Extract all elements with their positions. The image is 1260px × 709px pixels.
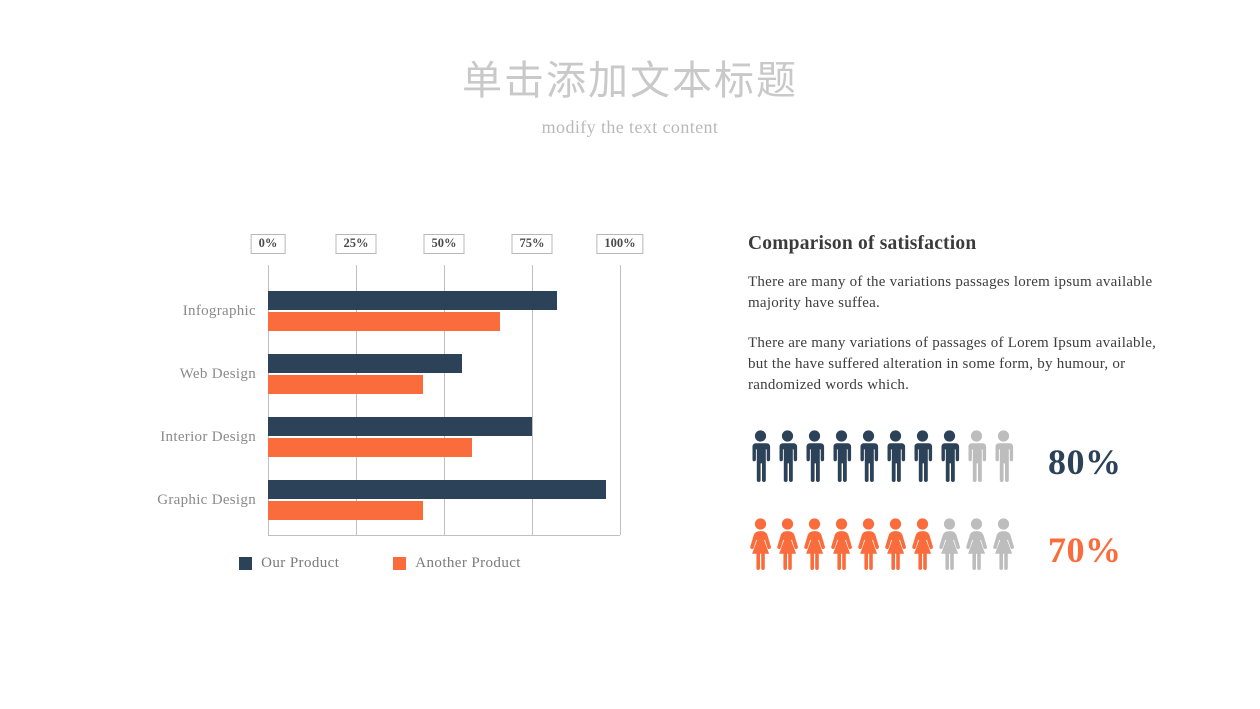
category-label-2: Interior Design [160, 429, 256, 445]
bar-group: Interior Design [160, 417, 620, 457]
person-man-icon [937, 430, 962, 487]
person-man-icon [775, 430, 800, 487]
pictogram-figures-men [748, 430, 1016, 487]
category-label-3: Graphic Design [157, 492, 256, 508]
gridline-2 [444, 265, 445, 535]
legend-item-1[interactable]: Another Product [393, 555, 521, 572]
person-woman-icon [775, 518, 800, 575]
person-man-icon [856, 430, 881, 487]
panel-heading: Comparison of satisfaction [748, 233, 977, 254]
legend-item-0[interactable]: Our Product [239, 555, 339, 572]
person-woman-icon [883, 518, 908, 575]
bar-another-product [268, 375, 423, 394]
gridline-1 [356, 265, 357, 535]
panel-paragraph-2: There are many variations of passages of… [748, 335, 1157, 393]
person-woman-icon [991, 518, 1016, 575]
legend-label: Our Product [261, 555, 340, 571]
pictogram-percent-women: 70% [1048, 530, 1122, 570]
legend-swatch-icon [393, 557, 407, 570]
pictogram-row-men: 80% [748, 430, 1122, 487]
chart-legend: Our Product Another Product [120, 555, 640, 572]
comparison-panel: Comparison of satisfaction There are man… [748, 233, 1160, 415]
x-axis-tick-4: 100% [596, 234, 644, 254]
person-woman-icon [937, 518, 962, 575]
person-man-icon [991, 430, 1016, 487]
person-man-icon [910, 430, 935, 487]
person-woman-icon [748, 518, 773, 575]
bar-our-product [268, 291, 557, 310]
page-title: 单击添加文本标题 [462, 58, 798, 104]
bar-our-product [268, 354, 462, 373]
category-label-1: Web Design [179, 366, 256, 382]
x-axis-tick-0: 0% [250, 234, 286, 254]
person-woman-icon [856, 518, 881, 575]
pictogram-figures-women [748, 518, 1016, 575]
bar-another-product [268, 438, 473, 457]
bar-group: Infographic [183, 291, 620, 331]
person-man-icon [964, 430, 989, 487]
person-woman-icon [964, 518, 989, 575]
x-axis-tick-2: 50% [423, 234, 465, 254]
category-label-0: Infographic [182, 303, 256, 319]
pictogram-row-women: 70% [748, 518, 1122, 575]
person-man-icon [748, 430, 773, 487]
person-woman-icon [829, 518, 854, 575]
bar-another-product [268, 501, 423, 520]
legend-swatch-icon [239, 557, 253, 570]
panel-paragraph-1: There are many of the variations passage… [748, 274, 1153, 311]
x-axis-tick-3: 75% [511, 234, 553, 254]
page-subtitle: modify the text content [541, 117, 719, 137]
person-man-icon [883, 430, 908, 487]
x-axis-tick-labels: 0% 25% 50% 75% 100% [120, 225, 644, 254]
gridline-4 [620, 265, 621, 535]
bar-our-product [268, 417, 532, 436]
pictogram-percent-men: 80% [1048, 442, 1122, 482]
x-axis-line [268, 535, 620, 536]
gridline-3 [532, 265, 533, 535]
bar-group: Web Design [180, 354, 620, 394]
person-woman-icon [910, 518, 935, 575]
gridline-0 [268, 265, 269, 535]
bar-another-product [268, 312, 501, 331]
x-axis-tick-1: 25% [335, 234, 377, 254]
bar-chart: 0% 25% 50% 75% 100% Infographic Web Design Int… [120, 225, 644, 585]
person-woman-icon [802, 518, 827, 575]
chart-plot-area: Infographic Web Design Interior Design Grap… [120, 265, 640, 536]
bar-group: Graphic Design [157, 480, 620, 520]
legend-label: Another Product [415, 555, 521, 571]
bar-our-product [268, 480, 606, 499]
person-man-icon [829, 430, 854, 487]
person-man-icon [802, 430, 827, 487]
